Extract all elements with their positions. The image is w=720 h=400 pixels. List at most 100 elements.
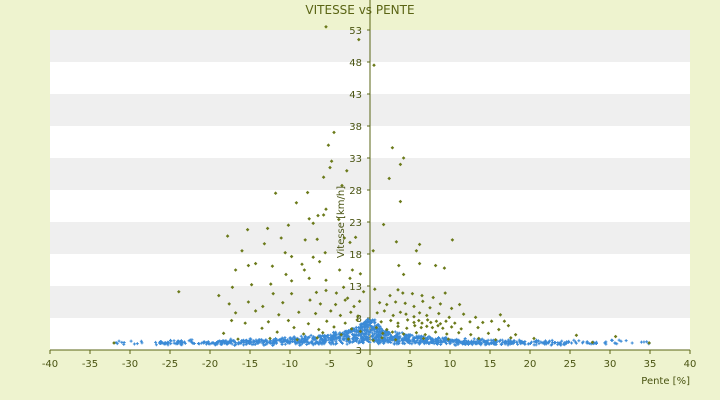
data-point xyxy=(364,325,368,329)
x-tick-label: 15 xyxy=(484,359,497,370)
data-point xyxy=(337,332,341,336)
data-point xyxy=(502,319,507,323)
data-point xyxy=(122,342,126,346)
data-point xyxy=(357,331,361,335)
data-point xyxy=(354,325,358,329)
data-point xyxy=(329,333,333,337)
data-point xyxy=(311,221,315,226)
data-point xyxy=(233,268,238,272)
data-point xyxy=(550,338,554,342)
data-point xyxy=(253,309,258,313)
data-point xyxy=(454,343,458,347)
data-point xyxy=(387,176,391,181)
data-point xyxy=(459,340,463,344)
data-point xyxy=(313,311,318,316)
data-point xyxy=(370,325,374,329)
data-point xyxy=(255,341,259,345)
data-point xyxy=(480,337,484,341)
data-point xyxy=(480,341,484,345)
data-point xyxy=(177,289,181,294)
data-point xyxy=(297,310,301,315)
data-point xyxy=(275,330,279,334)
data-point xyxy=(295,337,299,342)
data-point xyxy=(297,341,301,345)
data-point xyxy=(328,165,332,170)
data-point xyxy=(381,328,385,332)
data-point xyxy=(543,342,547,346)
y-tick-label: 53 xyxy=(349,26,362,37)
data-point xyxy=(246,263,251,268)
data-point xyxy=(319,337,323,341)
data-point xyxy=(400,337,404,341)
data-point xyxy=(447,315,451,320)
x-tick-label: -20 xyxy=(202,359,218,370)
data-point xyxy=(407,339,411,343)
data-point xyxy=(273,191,278,195)
data-point xyxy=(249,282,254,287)
data-point xyxy=(262,241,267,246)
data-point xyxy=(261,304,265,309)
data-point xyxy=(373,287,377,291)
data-point xyxy=(532,343,536,347)
data-point xyxy=(565,340,569,344)
data-point xyxy=(433,263,438,268)
data-point xyxy=(370,327,374,331)
data-point xyxy=(417,261,422,266)
data-point xyxy=(139,339,143,343)
data-point xyxy=(419,325,423,330)
data-point xyxy=(268,341,272,345)
data-point xyxy=(528,341,532,345)
data-point xyxy=(397,336,401,340)
data-point xyxy=(345,342,349,346)
data-point xyxy=(360,336,364,340)
data-point xyxy=(362,329,366,333)
data-point xyxy=(390,330,395,334)
data-point xyxy=(434,319,439,323)
data-point xyxy=(280,336,284,340)
data-point xyxy=(262,343,266,347)
data-point xyxy=(426,336,430,340)
data-point xyxy=(371,338,375,343)
data-point xyxy=(484,340,488,344)
data-point xyxy=(401,156,406,160)
data-point xyxy=(245,227,250,232)
data-point xyxy=(639,340,643,344)
data-point xyxy=(408,333,412,337)
y-tick-label: 8 xyxy=(356,314,362,325)
data-point xyxy=(381,331,385,336)
x-axis-ticks: -40 -35 -30 -25 -20 -15 -10 -5 0 5 10 15 20 25 30 35 40 xyxy=(42,350,696,370)
data-point xyxy=(381,222,386,227)
data-point xyxy=(461,312,466,316)
data-point xyxy=(453,321,457,325)
data-point xyxy=(172,339,176,343)
y-tick-label: 28 xyxy=(349,186,362,197)
data-point xyxy=(617,338,621,342)
data-point xyxy=(350,268,355,272)
data-point xyxy=(489,338,493,342)
data-point xyxy=(352,304,356,309)
data-point xyxy=(332,130,336,135)
data-point xyxy=(342,337,346,341)
data-point xyxy=(299,334,303,338)
data-point xyxy=(331,342,335,346)
x-tick-label: -25 xyxy=(162,359,178,370)
data-point xyxy=(339,332,343,337)
data-point xyxy=(436,323,440,328)
data-point xyxy=(216,341,220,345)
data-point xyxy=(373,320,377,324)
data-point xyxy=(260,326,264,331)
x-tick-label: 30 xyxy=(604,359,617,370)
data-point xyxy=(444,341,448,345)
x-tick-label: -10 xyxy=(282,359,298,370)
data-point xyxy=(389,318,393,323)
data-point xyxy=(364,331,368,335)
data-point xyxy=(619,339,623,343)
data-point xyxy=(239,341,243,345)
data-point xyxy=(355,318,359,322)
data-point xyxy=(324,338,328,342)
data-point xyxy=(337,268,342,272)
data-point xyxy=(404,312,408,316)
data-point xyxy=(368,320,372,324)
data-point xyxy=(397,263,401,268)
data-point xyxy=(309,333,313,337)
